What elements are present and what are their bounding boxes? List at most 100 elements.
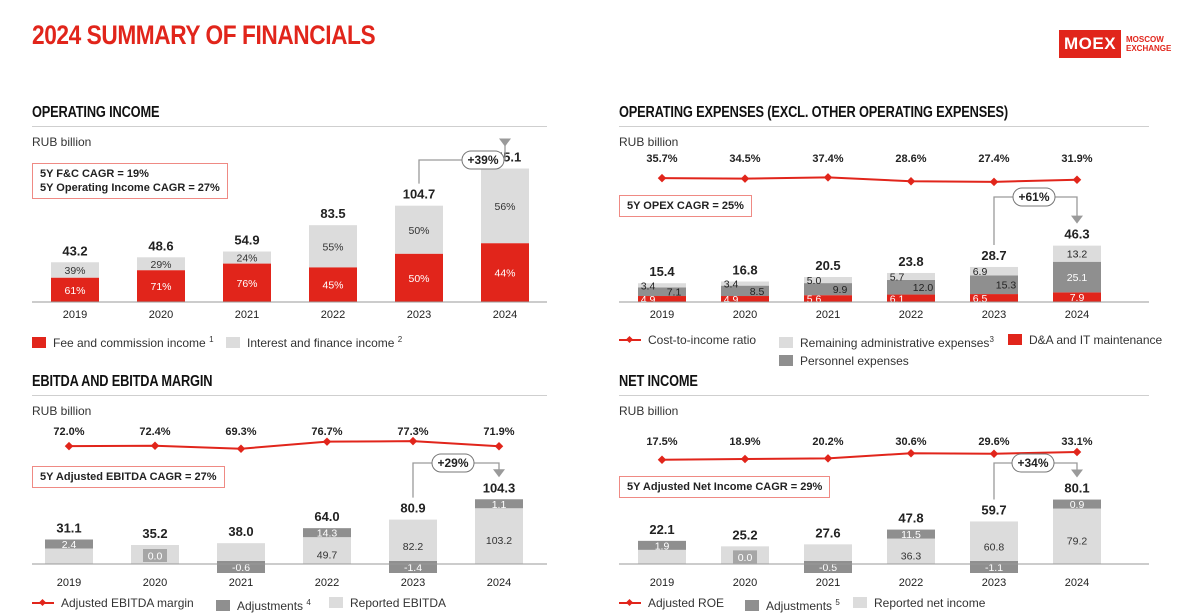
bar-total-label-2022: 47.8 (898, 511, 923, 526)
cagr-box: 5Y Adjusted Net Income CAGR = 29% (619, 476, 831, 498)
bar-interest-2023 (395, 205, 443, 254)
adjusted-roe-label-2024: 33.1% (1061, 436, 1092, 448)
bar-remaining-admin-label-2021: 5.0 (807, 275, 822, 287)
bar-adjustment-label-2019: 2.4 (62, 539, 77, 551)
ebitda-chart: 2.4 31.1 0.0 35.2 -0.6 38.0 14.3 49.7 64.0 -1.4 82… (32, 426, 547, 589)
legend-item-da-it: D&A and IT maintenance (1008, 333, 1162, 347)
bar-total-label-2023: 104.7 (403, 187, 436, 202)
legend-item-adjusted-roe: Adjusted ROE (619, 596, 724, 610)
ebitda-margin-point-2019 (64, 441, 74, 451)
bar-total-label-2019: 22.1 (649, 522, 674, 537)
bar-adjustment-label-2019: 1.9 (655, 540, 670, 552)
bar-fee-2021 (223, 263, 271, 302)
bar-da-it-2020 (721, 296, 769, 302)
bar-total-label-2020: 16.8 (732, 263, 757, 278)
legend-item-ebitda-margin: Adjusted EBITDA margin (32, 596, 194, 610)
bar-da-it-2023 (970, 294, 1018, 302)
x-tick-label-2020: 2020 (143, 577, 167, 589)
legend-label: Interest and finance income (247, 336, 395, 350)
legend-swatch (32, 337, 46, 348)
legend-swatch (779, 355, 793, 366)
bar-reported-2024 (475, 508, 523, 564)
legend-item-interest-finance: Interest and finance income 2 (226, 333, 402, 350)
adjusted-roe-label-2023: 29.6% (978, 436, 1009, 448)
legend-line-swatch (619, 597, 641, 608)
net-income-chart: 1.9 22.1 0.0 25.2 -0.5 27.6 11.5 36.3 47.8 -1.1 60… (619, 436, 1149, 589)
x-tick-label-2022: 2022 (315, 577, 339, 589)
x-tick-label-2020: 2020 (149, 309, 173, 321)
ebitda-margin-label-2021: 69.3% (225, 426, 256, 438)
adjusted-roe-point-2020 (740, 454, 750, 464)
ebitda-margin-label-2020: 72.4% (139, 426, 170, 438)
bar-total-label-2024: 80.1 (1064, 481, 1089, 496)
bar-reported-2024 (1053, 508, 1101, 564)
cagr-box: 5Y F&C CAGR = 19% 5Y Operating Income CA… (32, 163, 228, 199)
bar-remaining-admin-2019 (638, 283, 686, 288)
adjusted-roe-point-2023 (989, 449, 999, 458)
cost-to-income-label-2019: 35.7% (646, 153, 677, 165)
bar-fee-2019 (51, 277, 99, 302)
ebitda-margin-point-2024 (494, 442, 504, 451)
legend-label: Adjustments (237, 599, 304, 613)
bar-reported-2019 (638, 549, 686, 564)
unit-label: RUB billion (619, 135, 679, 149)
growth-arrow-head (1071, 215, 1083, 224)
x-tick-label-2020: 2020 (733, 309, 757, 321)
legend-label: Adjustments (766, 599, 833, 613)
bar-reported-2022 (303, 537, 351, 564)
bar-adjustment-2019 (45, 539, 93, 549)
growth-arrow-head (1071, 469, 1083, 478)
bar-adjustment-2020 (143, 548, 167, 562)
bar-total-label-2024: 104.3 (483, 480, 516, 495)
x-tick-label-2021: 2021 (235, 309, 259, 321)
legend-swatch (779, 337, 793, 348)
cost-to-income-point-2020 (740, 174, 750, 183)
x-tick-label-2019: 2019 (650, 309, 674, 321)
bar-interest-2021 (223, 251, 271, 264)
legend-label: D&A and IT maintenance (1029, 333, 1163, 347)
logo-sub-line-2: EXCHANGE (1126, 44, 1172, 53)
bar-personnel-2019 (638, 287, 686, 297)
ebitda-margin-label-2023: 77.3% (397, 426, 428, 438)
logo-subtitle: MOSCOW EXCHANGE (1126, 35, 1171, 53)
adjusted-roe-point-2021 (823, 454, 833, 463)
bar-da-it-label-2023: 6.5 (973, 293, 988, 305)
cagr-line-1: 5Y Adjusted Net Income CAGR = 29% (627, 481, 823, 493)
x-tick-label-2024: 2024 (1065, 577, 1089, 589)
bar-total-label-2019: 43.2 (62, 243, 87, 258)
cost-to-income-point-2019 (657, 173, 667, 183)
growth-badge (1012, 187, 1056, 207)
ebitda-margin-point-2020 (150, 441, 160, 451)
x-tick-label-2020: 2020 (733, 577, 757, 589)
cost-to-income-point-2021 (823, 173, 833, 182)
bar-reported-2019 (45, 548, 93, 564)
legend-swatch (853, 597, 867, 608)
ebitda-title: EBITDA AND EBITDA MARGIN (32, 373, 213, 390)
bar-remaining-admin-2024 (1053, 245, 1101, 262)
bar-interest-label-2020: 29% (150, 259, 171, 271)
net-income-title: NET INCOME (619, 373, 698, 390)
bar-personnel-2023 (970, 275, 1018, 295)
bar-reported-2021 (217, 543, 265, 564)
bar-remaining-admin-2020 (721, 281, 769, 286)
growth-badge (1011, 453, 1055, 473)
bar-adjustment-label-2022: 14.3 (317, 528, 338, 540)
cost-to-income-label-2022: 28.6% (895, 153, 926, 165)
x-tick-label-2024: 2024 (1065, 309, 1089, 321)
growth-badge-label: +61% (1018, 190, 1049, 204)
footnote-marker: 1 (209, 335, 214, 344)
cagr-box: 5Y OPEX CAGR = 25% (619, 195, 752, 217)
bar-personnel-label-2024: 25.1 (1067, 272, 1088, 284)
bar-total-label-2020: 35.2 (142, 526, 167, 541)
x-tick-label-2021: 2021 (229, 577, 253, 589)
bar-adjustment-2019 (638, 540, 686, 550)
bar-adjustment-2020 (733, 550, 757, 564)
bar-total-label-2023: 59.7 (981, 502, 1006, 517)
bar-adjustment-2022 (887, 529, 935, 539)
cost-to-income-label-2021: 37.4% (812, 153, 843, 165)
operating-income-title: OPERATING INCOME (32, 104, 160, 121)
bar-adjustment-2024 (475, 499, 523, 509)
bar-adjustment-label-2022: 11.5 (901, 529, 921, 541)
cost-to-income-series-line (661, 176, 1078, 183)
bar-total-label-2023: 80.9 (400, 501, 425, 516)
